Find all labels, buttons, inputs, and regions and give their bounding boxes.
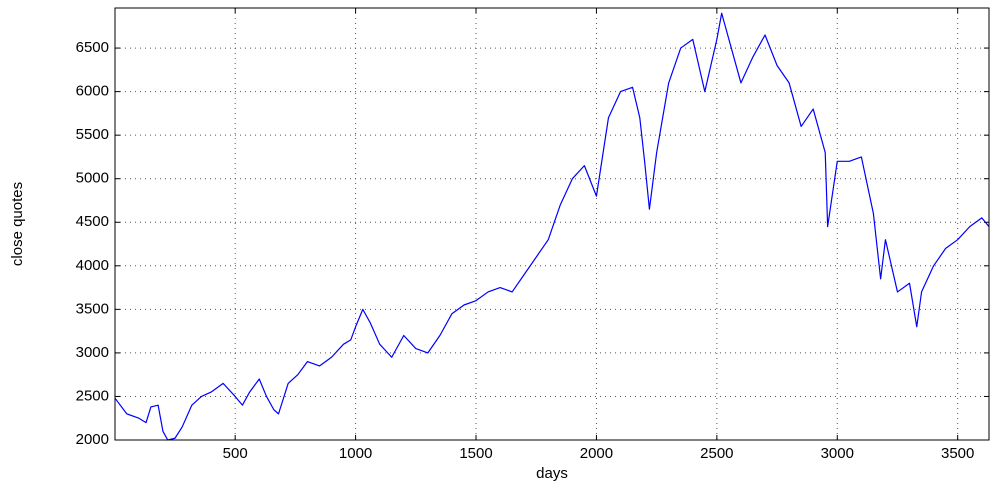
y-tick-label: 5000	[76, 170, 109, 187]
plot-frame	[114, 7, 990, 441]
line-series	[114, 12, 990, 441]
y-tick-label: 6000	[76, 83, 109, 100]
y-tick-label: 3000	[76, 344, 109, 361]
y-tick-label: 4000	[76, 257, 109, 274]
x-axis-label: days	[536, 465, 568, 482]
y-tick-label: 3500	[76, 300, 109, 317]
x-tick-label: 2000	[580, 445, 613, 462]
y-tick-label: 4500	[76, 213, 109, 230]
x-tick-label: 2500	[700, 445, 733, 462]
y-axis-label: close quotes	[9, 182, 26, 266]
x-tick-label: 500	[223, 445, 248, 462]
y-tick-label: 2500	[76, 387, 109, 404]
y-tick-label: 5500	[76, 126, 109, 143]
y-tick-label: 6500	[76, 39, 109, 56]
x-tick-label: 1500	[459, 445, 492, 462]
x-tick-label: 3000	[821, 445, 854, 462]
y-tick-label: 2000	[76, 431, 109, 448]
x-tick-label: 3500	[941, 445, 974, 462]
x-tick-label: 1000	[339, 445, 372, 462]
